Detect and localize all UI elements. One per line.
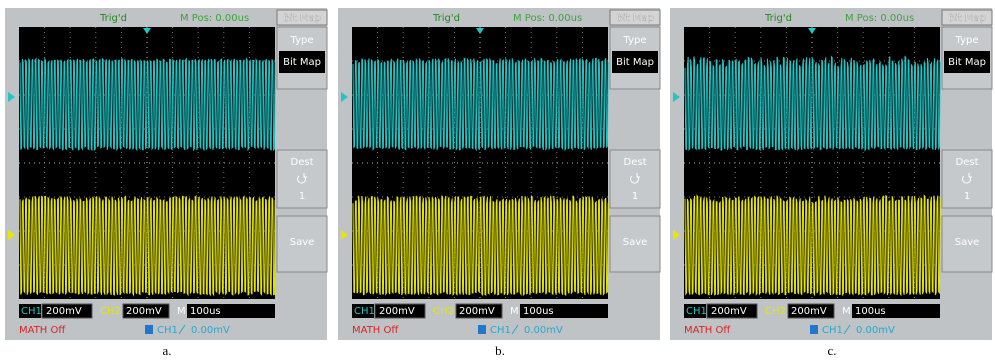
- trigger-channel: CH1: [490, 325, 511, 336]
- caption: b.: [495, 343, 505, 358]
- figure: Trig'd M Pos: 0.00us Bit Map Type Bit Map Des…: [0, 0, 995, 360]
- save-label: Save: [290, 237, 315, 248]
- horizontal-position: M Pos: 0.00us: [513, 13, 582, 24]
- trigger-status: Trig'd: [99, 13, 127, 24]
- ch1-label: CH1: [686, 306, 707, 317]
- trigger-level: 0.00mV: [856, 325, 895, 336]
- time-scale: 100us: [523, 306, 554, 317]
- ch1-scale: 200mV: [711, 306, 747, 317]
- math-status: MATH Off: [19, 325, 66, 336]
- time-label: M: [177, 306, 186, 317]
- caption: c.: [827, 343, 836, 358]
- type-label: Type: [623, 35, 647, 46]
- trigger-status: Trig'd: [764, 13, 792, 24]
- dest-value: 1: [964, 191, 970, 202]
- trigger-icon: [478, 325, 486, 334]
- type-value: Bit Map: [283, 57, 321, 68]
- trigger-level: 0.00mV: [191, 325, 230, 336]
- dest-value: 1: [632, 191, 638, 202]
- menu-title: Bit Map: [616, 13, 654, 24]
- ch2-scale: 200mV: [126, 306, 162, 317]
- ch2-label: CH2: [100, 306, 121, 317]
- menu-title: Bit Map: [283, 13, 321, 24]
- ch1-label: CH1: [21, 306, 42, 317]
- scope-screen: Trig'd M Pos: 0.00us Bit Map Type Bit Map Des…: [670, 8, 992, 358]
- horizontal-position: M Pos: 0.00us: [845, 13, 914, 24]
- trigger-channel: CH1: [822, 325, 843, 336]
- trigger-icon: [145, 325, 153, 334]
- horizontal-position: M Pos: 0.00us: [180, 13, 249, 24]
- ch2-scale: 200mV: [459, 306, 495, 317]
- time-label: M: [510, 306, 519, 317]
- ch1-scale: 200mV: [379, 306, 415, 317]
- trigger-channel: CH1: [157, 325, 178, 336]
- dest-label: Dest: [291, 157, 314, 168]
- dest-label: Dest: [956, 157, 979, 168]
- type-label: Type: [955, 35, 979, 46]
- ch2-label: CH2: [433, 306, 454, 317]
- ch2-scale: 200mV: [791, 306, 827, 317]
- save-label: Save: [955, 237, 980, 248]
- dest-label: Dest: [624, 157, 647, 168]
- math-status: MATH Off: [352, 325, 399, 336]
- menu-title: Bit Map: [948, 13, 986, 24]
- scope-screen: Trig'd M Pos: 0.00us Bit Map Type Bit Map Des…: [338, 8, 660, 358]
- time-label: M: [842, 306, 851, 317]
- ch2-label: CH2: [765, 306, 786, 317]
- scope-screen: Trig'd M Pos: 0.00us Bit Map Type Bit Map Des…: [5, 8, 327, 358]
- trigger-status: Trig'd: [432, 13, 460, 24]
- ch1-scale: 200mV: [46, 306, 82, 317]
- time-scale: 100us: [855, 306, 886, 317]
- save-label: Save: [623, 237, 648, 248]
- trigger-level: 0.00mV: [524, 325, 563, 336]
- time-scale: 100us: [190, 306, 221, 317]
- ch1-label: CH1: [354, 306, 375, 317]
- type-label: Type: [290, 35, 314, 46]
- dest-value: 1: [299, 191, 305, 202]
- caption: a.: [162, 343, 171, 358]
- math-status: MATH Off: [684, 325, 731, 336]
- trigger-icon: [810, 325, 818, 334]
- type-value: Bit Map: [948, 57, 986, 68]
- type-value: Bit Map: [616, 57, 654, 68]
